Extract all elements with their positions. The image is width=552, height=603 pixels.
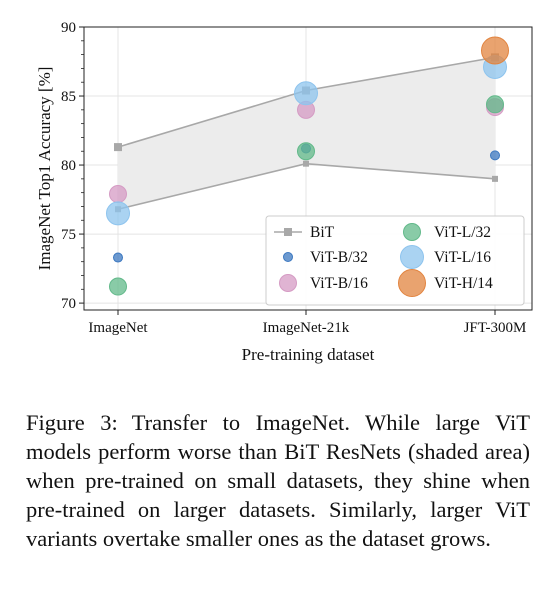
legend-marker-vit-h-14	[398, 269, 426, 297]
point-vit-l-16	[294, 81, 318, 106]
point-vit-b-32	[113, 252, 123, 263]
legend-label-vit-l-32: ViT-L/32	[434, 224, 491, 241]
plot-frame	[83, 26, 533, 311]
caption-label: Figure 3:	[26, 410, 118, 435]
y-axis-label: ImageNet Top1 Accuracy [%]	[35, 67, 54, 271]
legend-label-vit-h-14: ViT-H/14	[434, 275, 493, 292]
legend-label-vit-l-16: ViT-L/16	[434, 249, 491, 266]
point-vit-l-32	[297, 142, 315, 161]
y-tick-label: 75	[61, 227, 76, 243]
bit-lower-marker	[303, 160, 309, 167]
x-tick-label: JFT-300M	[464, 320, 527, 336]
x-tick-label: ImageNet	[88, 320, 148, 336]
caption-text: Transfer to ImageNet. While large ViT mo…	[26, 410, 530, 551]
y-tick-label: 85	[61, 89, 76, 105]
point-vit-b-32	[490, 150, 500, 161]
legend-label-vit-b-32: ViT-B/32	[310, 249, 368, 266]
data-points	[106, 36, 509, 296]
legend-label-vit-b-16: ViT-B/16	[310, 275, 368, 292]
point-vit-l-16	[106, 201, 130, 226]
bit-lower-marker	[492, 175, 498, 182]
legend-marker-vit-b-16	[279, 274, 297, 292]
legend-marker-vit-b-32	[283, 252, 293, 262]
legend: BiT ViT-B/32 ViT-B/16 ViT-L/32 ViT-L/16 ViT-H…	[265, 215, 525, 306]
point-vit-l-32	[486, 95, 504, 114]
accuracy-chart: 70 75 80 85 90 ImageNet ImageNet-21k JFT-300M B…	[35, 20, 533, 364]
point-vit-b-16	[109, 185, 127, 204]
legend-marker-bit	[284, 228, 292, 236]
y-tick-label: 80	[61, 158, 76, 174]
legend-label-bit: BiT	[310, 224, 335, 241]
x-axis-label: Pre-training dataset	[242, 345, 375, 364]
bit-upper-marker	[114, 143, 122, 152]
x-tick-label: ImageNet-21k	[263, 320, 350, 336]
axes: 70 75 80 85 90 ImageNet ImageNet-21k JFT-300M	[61, 20, 533, 336]
legend-marker-vit-l-32	[403, 223, 421, 241]
y-tick-label: 70	[61, 296, 76, 312]
point-vit-l-32	[109, 277, 127, 296]
point-vit-h-14	[481, 36, 509, 65]
y-tick-label: 90	[61, 20, 76, 36]
legend-box	[265, 215, 525, 306]
figure-caption: Figure 3: Transfer to ImageNet. While lar…	[26, 408, 530, 553]
legend-marker-vit-l-16	[400, 245, 424, 269]
